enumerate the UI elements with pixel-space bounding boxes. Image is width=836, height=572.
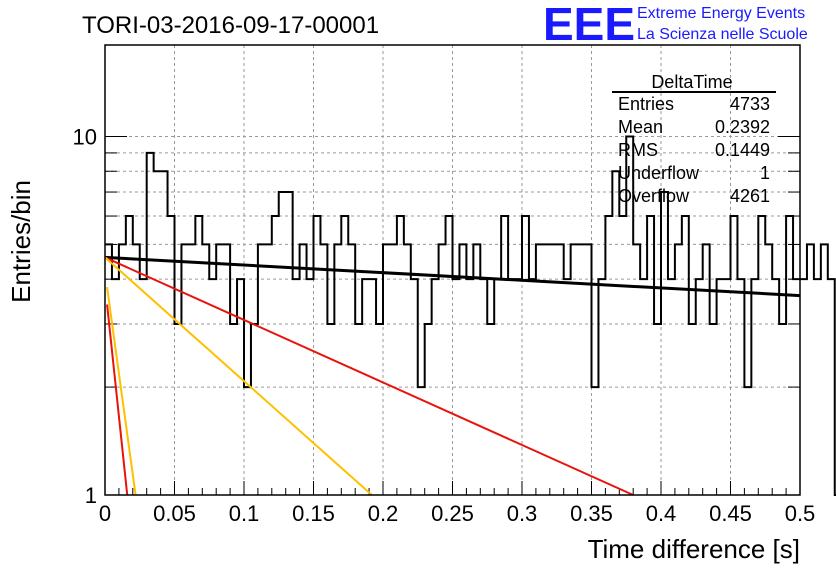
x-tick-label: 0.35 xyxy=(570,501,613,526)
stats-label: Entries xyxy=(618,94,674,114)
x-tick-label: 0.45 xyxy=(709,501,752,526)
eee-logo: EEE Extreme Energy Events La Scienza nel… xyxy=(543,0,808,50)
eee-logo-text: EEE xyxy=(543,0,635,50)
fit-line xyxy=(106,287,137,496)
stats-value: 4733 xyxy=(730,94,770,114)
x-tick-label: 0.25 xyxy=(431,501,474,526)
fit-line xyxy=(104,256,373,496)
x-tick-label: 0.3 xyxy=(507,501,538,526)
histogram-outline xyxy=(105,135,836,496)
x-axis-title: Time difference [s] xyxy=(588,534,800,564)
stats-rows: Entries 4733 Mean 0.2392 RMS 0.1449 Underflow 1… xyxy=(618,94,770,206)
stats-label: Mean xyxy=(618,117,663,137)
stats-value: 0.2392 xyxy=(715,117,770,137)
fit-lines xyxy=(104,255,801,496)
histogram xyxy=(105,135,836,496)
x-tick-label: 0.5 xyxy=(785,501,816,526)
y-tick-label: 10 xyxy=(73,125,97,150)
chart-title: TORI-03-2016-09-17-00001 xyxy=(82,12,379,39)
stats-label: Overflow xyxy=(618,186,690,206)
fit-line xyxy=(106,304,129,496)
x-tick-label: 0.05 xyxy=(153,501,196,526)
x-tick-label: 0.2 xyxy=(368,501,399,526)
stats-title: DeltaTime xyxy=(651,72,732,92)
brand-line-1: Extreme Energy Events xyxy=(637,5,805,22)
fit-line xyxy=(104,255,801,298)
y-axis-title: Entries/bin xyxy=(6,180,36,303)
x-tick-label: 0.15 xyxy=(292,501,335,526)
stats-value: 1 xyxy=(760,163,770,183)
fit-line xyxy=(104,256,634,496)
x-tick-label: 0.4 xyxy=(646,501,677,526)
stats-value: 0.1449 xyxy=(715,140,770,160)
plot-frame xyxy=(104,44,801,496)
stats-value: 4261 xyxy=(730,186,770,206)
brand-line-2: La Scienza nelle Scuole xyxy=(637,26,808,43)
stats-label: RMS xyxy=(618,140,658,160)
stats-box: DeltaTime Entries 4733 Mean 0.2392 RMS 0.1449… xyxy=(612,72,776,206)
tick-labels: 0 0.05 0.1 0.15 0.2 0.25 0.3 0.35 0.4 0.45 0.5 1 10 xyxy=(73,125,816,526)
y-tick-label: 1 xyxy=(85,483,97,508)
stats-label: Underflow xyxy=(618,163,700,183)
x-tick-label: 0 xyxy=(99,501,111,526)
x-tick-label: 0.1 xyxy=(229,501,260,526)
